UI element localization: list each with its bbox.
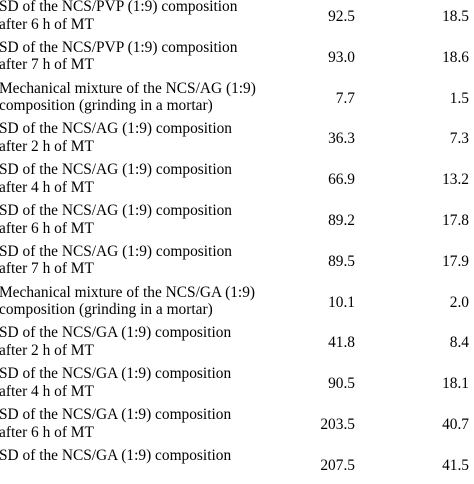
- description-line: after 7 h of MT: [0, 260, 94, 278]
- row-description: SD of the NCS/AG (1:9) composition after…: [0, 202, 269, 237]
- table-row: SD of the NCS/GA (1:9) composition after…: [0, 402, 474, 443]
- value-cell: 8.4: [449, 334, 469, 352]
- value-cell: 17.9: [442, 252, 469, 270]
- value-cell: 90.5: [328, 375, 355, 393]
- row-description: SD of the NCS/PVP (1:9) composition afte…: [0, 0, 269, 33]
- value-cell: 2.0: [449, 293, 469, 311]
- row-description: SD of the NCS/AG (1:9) composition after…: [0, 243, 269, 278]
- table-row: SD of the NCS/AG (1:9) composition after…: [0, 157, 474, 198]
- value-cell: 66.9: [328, 171, 355, 189]
- table-row: SD of the NCS/GA (1:9) composition 207.5…: [0, 443, 474, 484]
- value-cell: 41.8: [328, 334, 355, 352]
- value-cell: 7.3: [449, 130, 469, 148]
- value-cell: 7.7: [335, 89, 355, 107]
- value-cell: 41.5: [442, 456, 469, 474]
- row-description: Mechanical mixture of the NCS/GA (1:9) c…: [0, 284, 269, 319]
- table-row: SD of the NCS/GA (1:9) composition after…: [0, 361, 474, 402]
- description-line: SD of the NCS/GA (1:9) composition: [0, 405, 232, 423]
- row-description: SD of the NCS/GA (1:9) composition after…: [0, 324, 269, 359]
- description-line: after 6 h of MT: [0, 15, 94, 33]
- table-row: SD of the NCS/PVP (1:9) composition afte…: [0, 35, 474, 76]
- description-line: after 4 h of MT: [0, 178, 94, 196]
- description-line: SD of the NCS/GA (1:9) composition: [0, 446, 232, 464]
- value-cell: 93.0: [328, 48, 355, 66]
- description-line: SD of the NCS/AG (1:9) composition: [0, 161, 232, 179]
- description-line: SD of the NCS/PVP (1:9) composition: [0, 38, 238, 56]
- value-cell: 92.5: [328, 8, 355, 25]
- description-line: Mechanical mixture of the NCS/AG (1:9): [0, 79, 256, 97]
- table-row: SD of the NCS/GA (1:9) composition after…: [0, 320, 474, 361]
- row-description: SD of the NCS/AG (1:9) composition after…: [0, 120, 269, 155]
- description-line: SD of the NCS/AG (1:9) composition: [0, 242, 232, 260]
- row-description: SD of the NCS/GA (1:9) composition after…: [0, 406, 269, 441]
- description-line: SD of the NCS/PVP (1:9) composition: [0, 0, 238, 15]
- value-cell: 13.2: [442, 171, 469, 189]
- description-line: SD of the NCS/AG (1:9) composition: [0, 120, 232, 138]
- description-line: after 2 h of MT: [0, 137, 94, 155]
- value-cell: 18.5: [442, 8, 469, 25]
- description-line: composition (grinding in a mortar): [0, 301, 213, 319]
- description-line: after 7 h of MT: [0, 56, 94, 74]
- value-cell: 203.5: [320, 415, 355, 433]
- row-description: SD of the NCS/PVP (1:9) composition afte…: [0, 39, 269, 74]
- value-cell: 40.7: [442, 415, 469, 433]
- value-cell: 18.6: [442, 48, 469, 66]
- value-cell: 10.1: [328, 293, 355, 311]
- row-description: SD of the NCS/GA (1:9) composition: [0, 447, 269, 465]
- description-line: SD of the NCS/AG (1:9) composition: [0, 201, 232, 219]
- description-line: SD of the NCS/GA (1:9) composition: [0, 324, 232, 342]
- description-line: after 4 h of MT: [0, 382, 94, 400]
- value-cell: 18.1: [442, 375, 469, 393]
- table-row: SD of the NCS/AG (1:9) composition after…: [0, 116, 474, 157]
- description-line: SD of the NCS/GA (1:9) composition: [0, 365, 232, 383]
- row-description: SD of the NCS/AG (1:9) composition after…: [0, 161, 269, 196]
- table-row: SD of the NCS/AG (1:9) composition after…: [0, 198, 474, 239]
- description-line: Mechanical mixture of the NCS/GA (1:9): [0, 283, 256, 301]
- row-description: Mechanical mixture of the NCS/AG (1:9) c…: [0, 80, 269, 115]
- value-cell: 89.5: [328, 252, 355, 270]
- description-line: after 2 h of MT: [0, 341, 94, 359]
- value-cell: 17.8: [442, 211, 469, 229]
- value-cell: 207.5: [320, 456, 355, 474]
- value-cell: 1.5: [449, 89, 469, 107]
- description-line: after 6 h of MT: [0, 423, 94, 441]
- value-cell: 36.3: [328, 130, 355, 148]
- table-row: Mechanical mixture of the NCS/AG (1:9) c…: [0, 76, 474, 117]
- value-cell: 89.2: [328, 211, 355, 229]
- row-description: SD of the NCS/GA (1:9) composition after…: [0, 365, 269, 400]
- description-line: composition (grinding in a mortar): [0, 97, 213, 115]
- description-line: after 6 h of MT: [0, 219, 94, 237]
- table-row: SD of the NCS/AG (1:9) composition after…: [0, 239, 474, 280]
- table-row: SD of the NCS/PVP (1:9) composition afte…: [0, 0, 474, 35]
- table-row: Mechanical mixture of the NCS/GA (1:9) c…: [0, 280, 474, 321]
